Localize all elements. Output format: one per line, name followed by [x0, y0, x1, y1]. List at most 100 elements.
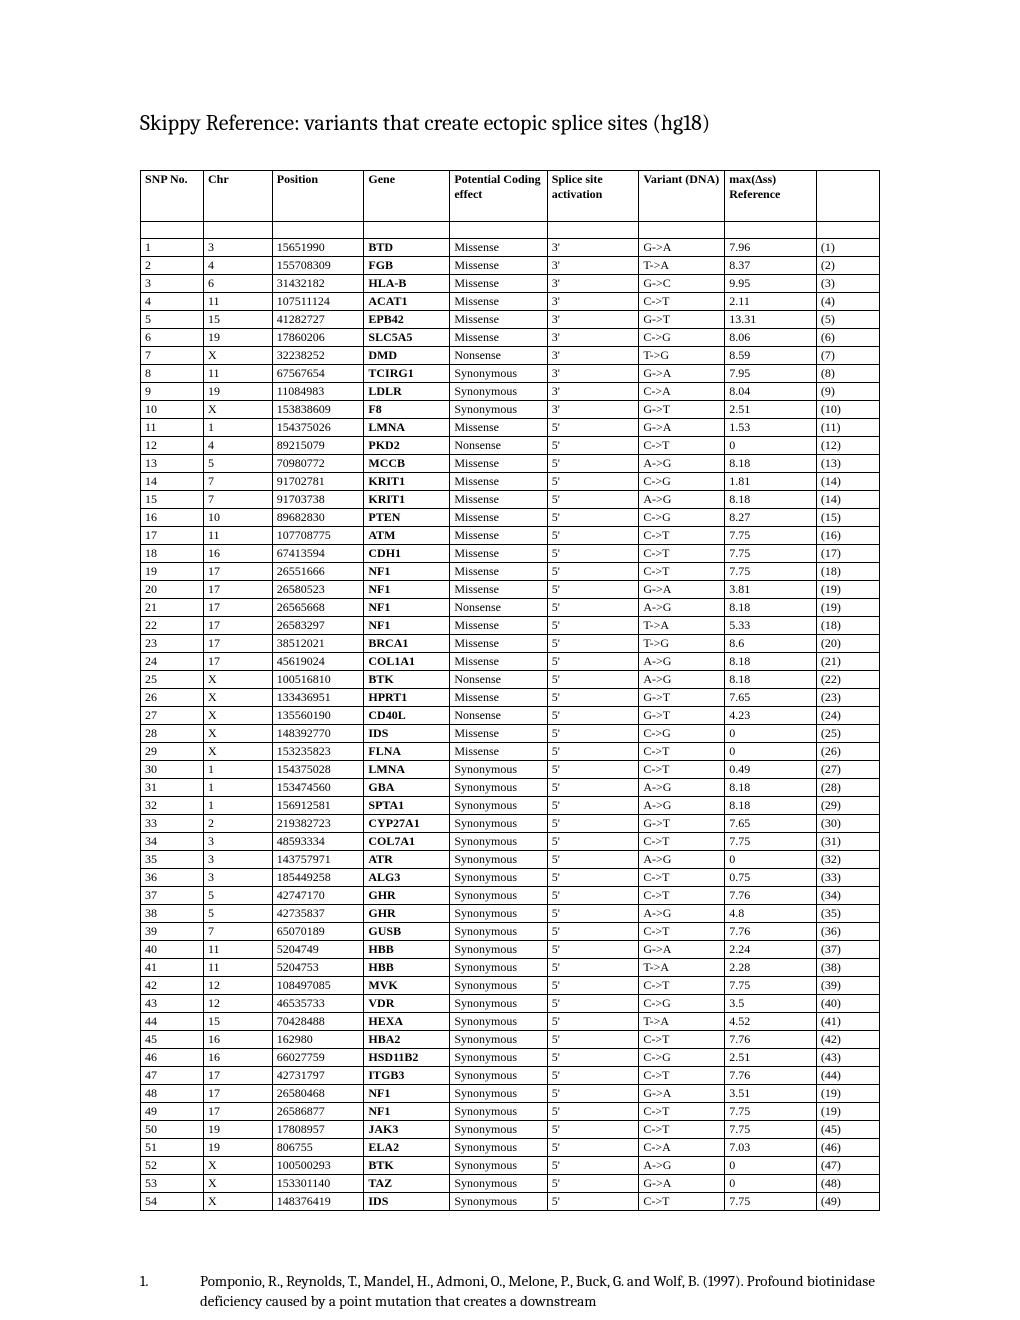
- table-row: 1315651990BTDMissense3'G->A7.96(1): [141, 239, 880, 257]
- table-cell: (12): [816, 437, 879, 455]
- table-cell: X: [204, 743, 273, 761]
- table-cell: 12: [204, 995, 273, 1013]
- table-cell: Missense: [450, 635, 547, 653]
- table-cell: X: [204, 689, 273, 707]
- table-cell: Missense: [450, 527, 547, 545]
- table-cell: 1: [204, 797, 273, 815]
- table-cell: Synonymous: [450, 1013, 547, 1031]
- table-cell: Synonymous: [450, 959, 547, 977]
- table-cell: 6: [204, 275, 273, 293]
- table-cell: 19: [204, 383, 273, 401]
- table-cell: Missense: [450, 545, 547, 563]
- table-cell: 3: [141, 275, 204, 293]
- col-eff: Potential Coding effect: [450, 171, 547, 222]
- table-cell: HBB: [364, 941, 450, 959]
- table-cell: 19: [204, 329, 273, 347]
- table-cell: 7: [204, 923, 273, 941]
- table-cell: 6: [141, 329, 204, 347]
- table-cell: Nonsense: [450, 599, 547, 617]
- table-cell: 8.18: [725, 779, 817, 797]
- table-cell: 5': [547, 473, 639, 491]
- table-cell: 7.75: [725, 833, 817, 851]
- table-row: 3631432182HLA-BMissense3'G->C9.95(3): [141, 275, 880, 293]
- table-cell: 8.6: [725, 635, 817, 653]
- table-row: 353143757971ATRSynonymous5'A->G0(32): [141, 851, 880, 869]
- table-cell: T->A: [639, 959, 725, 977]
- table-cell: X: [204, 1175, 273, 1193]
- table-cell: 3.5: [725, 995, 817, 1013]
- table-cell: (28): [816, 779, 879, 797]
- table-cell: Missense: [450, 653, 547, 671]
- table-cell: 107511124: [272, 293, 364, 311]
- table-cell: 11: [204, 365, 273, 383]
- table-cell: 91702781: [272, 473, 364, 491]
- table-cell: Synonymous: [450, 923, 547, 941]
- table-cell: LDLR: [364, 383, 450, 401]
- table-cell: 5': [547, 833, 639, 851]
- table-cell: 7.65: [725, 815, 817, 833]
- table-cell: 0: [725, 1175, 817, 1193]
- table-cell: 22: [141, 617, 204, 635]
- table-cell: A->G: [639, 905, 725, 923]
- table-cell: 5': [547, 689, 639, 707]
- table-cell: NF1: [364, 563, 450, 581]
- table-cell: 44: [141, 1013, 204, 1031]
- table-cell: 11: [204, 527, 273, 545]
- table-cell: 17: [204, 1067, 273, 1085]
- table-cell: TAZ: [364, 1175, 450, 1193]
- table-cell: 5204749: [272, 941, 364, 959]
- table-cell: 21: [141, 599, 204, 617]
- table-row: 441570428488HEXASynonymous5'T->A4.52(41): [141, 1013, 880, 1031]
- table-cell: 5': [547, 653, 639, 671]
- table-cell: 38: [141, 905, 204, 923]
- table-cell: 70980772: [272, 455, 364, 473]
- table-cell: X: [204, 1157, 273, 1175]
- table-row: 231738512021BRCA1Missense5'T->G8.6(20): [141, 635, 880, 653]
- table-cell: 3': [547, 275, 639, 293]
- table-cell: 5': [547, 815, 639, 833]
- table-cell: 17: [204, 653, 273, 671]
- table-cell: 1.81: [725, 473, 817, 491]
- table-cell: 70428488: [272, 1013, 364, 1031]
- table-cell: 3': [547, 329, 639, 347]
- table-cell: 3': [547, 383, 639, 401]
- header-spacer: [141, 222, 880, 239]
- table-cell: 17: [204, 563, 273, 581]
- table-cell: (9): [816, 383, 879, 401]
- table-cell: C->T: [639, 743, 725, 761]
- table-cell: 34: [141, 833, 204, 851]
- table-row: 37542747170GHRSynonymous5'C->T7.76(34): [141, 887, 880, 905]
- table-cell: 17: [204, 599, 273, 617]
- table-cell: Missense: [450, 293, 547, 311]
- table-cell: Missense: [450, 581, 547, 599]
- table-cell: G->A: [639, 941, 725, 959]
- table-cell: 5: [204, 905, 273, 923]
- table-cell: 5': [547, 437, 639, 455]
- table-cell: 53: [141, 1175, 204, 1193]
- table-cell: Missense: [450, 311, 547, 329]
- table-cell: 17808957: [272, 1121, 364, 1139]
- table-cell: C->T: [639, 887, 725, 905]
- table-cell: 23: [141, 635, 204, 653]
- table-cell: (6): [816, 329, 879, 347]
- table-cell: 8.04: [725, 383, 817, 401]
- table-cell: X: [204, 725, 273, 743]
- table-cell: C->T: [639, 761, 725, 779]
- table-cell: 8: [141, 365, 204, 383]
- table-row: 481726580468NF1Synonymous5'G->A3.51(19): [141, 1085, 880, 1103]
- table-cell: (38): [816, 959, 879, 977]
- table-cell: 5': [547, 743, 639, 761]
- table-cell: (14): [816, 491, 879, 509]
- table-cell: 43: [141, 995, 204, 1013]
- table-cell: Missense: [450, 743, 547, 761]
- table-cell: (26): [816, 743, 879, 761]
- table-cell: 156912581: [272, 797, 364, 815]
- table-row: 24155708309FGBMissense3'T->A8.37(2): [141, 257, 880, 275]
- table-cell: (5): [816, 311, 879, 329]
- table-cell: 49: [141, 1103, 204, 1121]
- table-cell: 0: [725, 437, 817, 455]
- table-cell: 2.28: [725, 959, 817, 977]
- table-cell: 5': [547, 455, 639, 473]
- table-cell: 100500293: [272, 1157, 364, 1175]
- table-cell: 32: [141, 797, 204, 815]
